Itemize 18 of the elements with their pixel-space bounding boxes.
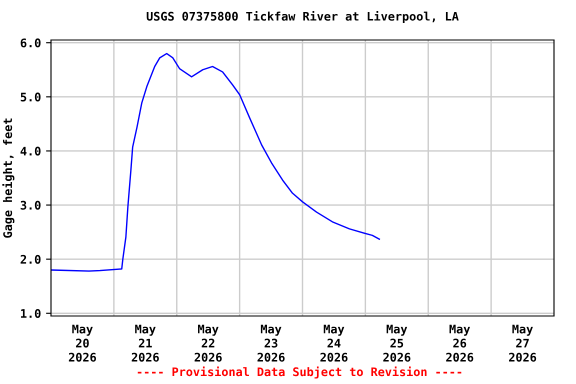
chart-title: USGS 07375800 Tickfaw River at Liverpool, LA [146, 10, 459, 24]
x-tick-label: May 20 2026 [68, 324, 96, 362]
x-tick-label: May 21 2026 [132, 324, 159, 362]
y-tick-label: 2.0 [20, 254, 41, 264]
x-tick-label: May 27 2026 [509, 324, 536, 362]
x-tick-label: May 23 2026 [258, 324, 285, 362]
x-tick-label: May 25 2026 [383, 324, 410, 362]
y-axis-title: Gage height, feet [2, 118, 14, 238]
line-series [51, 52, 380, 272]
x-tick-label: May 22 2026 [194, 324, 222, 362]
y-tick-label: 1.0 [21, 309, 41, 318]
y-tick-label: 4.0 [20, 146, 41, 156]
text: ---- Provisional Data Subject to Revision ---- [138, 366, 462, 378]
y-tick-label: 3.0 [20, 200, 41, 210]
x-tick-label: May 24 2026 [320, 324, 348, 362]
y-tick-label: 5.0 [20, 92, 41, 102]
y-tick-label: 6.0 [20, 38, 41, 48]
x-tick-label: May 26 2026 [446, 324, 474, 362]
